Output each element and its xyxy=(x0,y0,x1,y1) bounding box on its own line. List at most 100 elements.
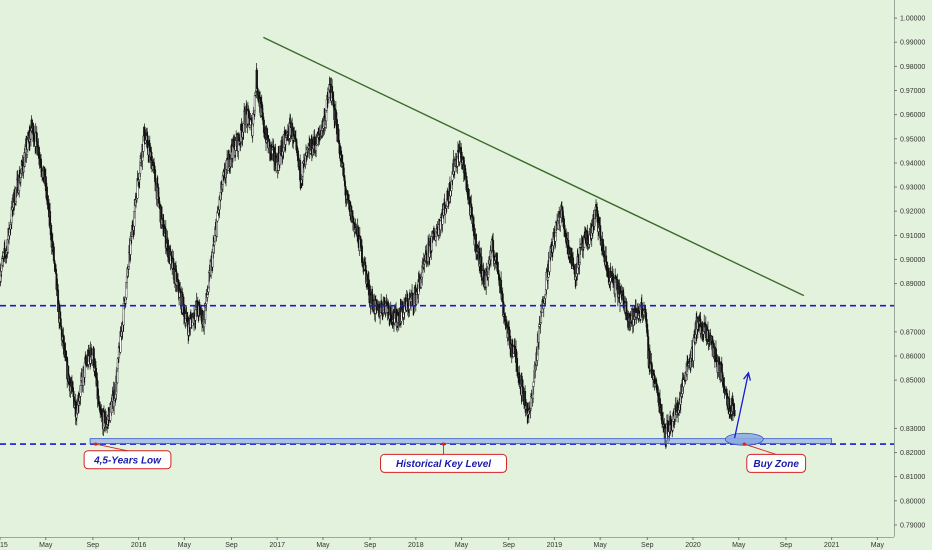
candle-body xyxy=(390,314,393,322)
candle-body xyxy=(453,166,456,172)
x-tick-label: May xyxy=(732,542,746,549)
y-tick-label: 0.99000 xyxy=(900,40,925,47)
y-axis[interactable]: 1.00000 0.99000 0.98000 0.97000 0.96000 0.950… xyxy=(894,0,932,550)
candle-body xyxy=(54,264,57,270)
candle-body xyxy=(439,220,442,230)
y-tick-label: 0.92000 xyxy=(900,209,925,216)
candle-body xyxy=(1,257,4,266)
drawings xyxy=(89,36,833,446)
candle-body xyxy=(262,119,265,133)
y-axis-panel xyxy=(894,0,932,550)
y-tick-label: 0.80000 xyxy=(900,498,925,505)
candle-body xyxy=(682,378,685,388)
x-tick-label: May xyxy=(455,542,469,549)
candle-body xyxy=(55,268,57,274)
x-tick-label: 2017 xyxy=(269,542,285,549)
candle-body xyxy=(364,265,367,272)
candle-body xyxy=(722,378,725,386)
candle-body xyxy=(588,234,591,245)
candle-body xyxy=(694,337,697,343)
x-axis[interactable]: 2015 May Sep 2016 May Sep 2017 May Sep 2018 May Sep… xyxy=(0,537,894,549)
y-tick-label: 0.95000 xyxy=(900,136,925,143)
candle-body xyxy=(522,386,524,395)
candle-body xyxy=(508,329,511,337)
key-level-band xyxy=(89,438,833,445)
callout-pointer xyxy=(744,443,777,455)
y-tick-label: 0.94000 xyxy=(900,160,925,167)
candle-body xyxy=(72,390,75,398)
y-tick-label: 0.98000 xyxy=(900,64,925,71)
y-tick-label: 0.83000 xyxy=(900,426,925,433)
y-tick-label: 0.91000 xyxy=(900,233,925,240)
x-tick-label: May xyxy=(594,542,608,549)
y-tick-label: 0.93000 xyxy=(900,185,925,192)
candle-body xyxy=(400,311,403,322)
candle-body xyxy=(596,206,599,211)
candle-body xyxy=(470,203,473,208)
x-tick-label: Sep xyxy=(364,542,377,549)
candle-body xyxy=(213,234,216,242)
candle-body xyxy=(563,218,565,228)
x-tick-label: Sep xyxy=(780,542,793,549)
y-tick-label: 0.87000 xyxy=(900,329,925,336)
x-tick-label: Sep xyxy=(502,542,515,549)
candle-body xyxy=(530,396,532,409)
callout-box xyxy=(83,450,172,470)
x-tick-label: Sep xyxy=(641,542,654,549)
arrow-shaft xyxy=(733,372,750,439)
x-tick-label: May xyxy=(39,542,53,549)
x-tick-label: May xyxy=(316,542,330,549)
y-tick-label: 0.81000 xyxy=(900,474,925,481)
candle-body xyxy=(59,311,62,320)
callout-box xyxy=(746,453,807,473)
candle-body xyxy=(733,410,736,417)
x-tick-label: 2020 xyxy=(685,542,701,549)
y-tick-label: 0.96000 xyxy=(900,112,925,119)
candle-body xyxy=(299,160,302,181)
callout-label: Historical Key Level xyxy=(396,459,491,470)
x-tick-label: 2015 xyxy=(0,542,8,549)
callout-anchor-dot xyxy=(742,442,746,446)
x-tick-label: 2019 xyxy=(547,542,563,549)
candle-body xyxy=(248,110,250,119)
x-tick-label: May xyxy=(178,542,192,549)
candle-body xyxy=(154,169,157,183)
y-tick-label: 0.85000 xyxy=(900,378,925,385)
candle-body xyxy=(538,326,540,343)
annotations: 4,5-Years Low Historical Key Level Buy Zon… xyxy=(83,442,807,473)
x-tick-label: May xyxy=(871,542,885,549)
candle-body xyxy=(19,173,22,178)
candle-body xyxy=(253,94,256,111)
y-tick-label: 0.86000 xyxy=(900,353,925,360)
callout-anchor-dot xyxy=(441,442,446,446)
candle-body xyxy=(189,318,192,328)
candles xyxy=(0,62,736,449)
x-tick-label: 2016 xyxy=(131,542,147,549)
arrow-head xyxy=(743,371,752,381)
callout-label: Buy Zone xyxy=(753,459,799,470)
y-tick-label: 1.00000 xyxy=(900,16,925,23)
candle-body xyxy=(655,383,658,386)
y-tick-label: 0.89000 xyxy=(900,281,925,288)
candle-body xyxy=(113,399,116,407)
candle-body xyxy=(475,234,478,254)
y-tick-label: 0.90000 xyxy=(900,257,925,264)
candle-body xyxy=(480,256,483,278)
candle-body xyxy=(353,221,355,224)
candle-body xyxy=(35,132,38,143)
y-tick-label: 0.97000 xyxy=(900,88,925,95)
candle-body xyxy=(361,245,363,263)
callout-label: 4,5-Years Low xyxy=(93,455,162,466)
x-tick-label: Sep xyxy=(225,542,238,549)
callout-anchor-dot xyxy=(94,442,98,446)
trendline xyxy=(263,36,805,297)
x-tick-label: 2018 xyxy=(408,542,424,549)
callout-pointer xyxy=(95,443,128,452)
y-tick-label: 0.79000 xyxy=(900,522,925,529)
candle-body xyxy=(83,362,86,378)
callout-box xyxy=(380,453,508,473)
y-tick-label: 0.82000 xyxy=(900,450,925,457)
x-tick-label: 2021 xyxy=(824,542,840,549)
